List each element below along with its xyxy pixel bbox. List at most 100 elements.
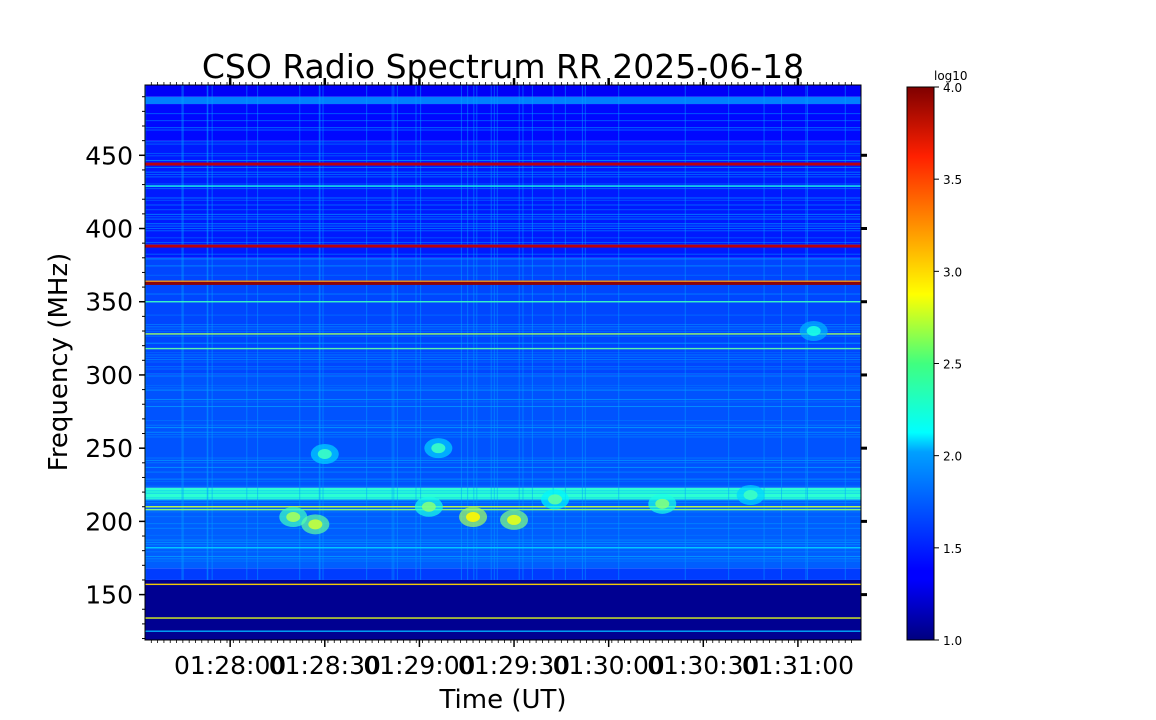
spectrum-band <box>145 85 861 97</box>
spectrum-band <box>145 568 861 580</box>
interference-line <box>145 630 861 632</box>
texture-line <box>145 171 861 173</box>
texture-line <box>145 534 861 536</box>
time-streak <box>552 85 554 580</box>
time-streak <box>393 85 395 580</box>
time-streak <box>844 85 846 580</box>
time-streak <box>299 85 301 580</box>
y-tick-label: 200 <box>85 507 133 536</box>
x-tick-label: 01:30:00 <box>553 651 665 680</box>
burst-core <box>431 443 446 454</box>
interference-line <box>145 547 861 549</box>
colorbar-tick-label: 3.5 <box>943 173 962 187</box>
texture-line <box>145 356 861 358</box>
spectrum-band <box>145 96 861 105</box>
texture-line <box>145 225 861 227</box>
time-streak <box>460 85 462 580</box>
texture-line <box>145 253 861 255</box>
burst-core <box>308 519 323 530</box>
time-streak <box>420 85 422 580</box>
texture-line <box>145 143 861 145</box>
colorbar-label: log10 <box>934 69 968 83</box>
texture-line <box>145 527 861 529</box>
colorbar <box>906 86 935 641</box>
texture-line <box>145 366 861 368</box>
chart-title: CSO Radio Spectrum RR 2025-06-18 <box>202 47 804 86</box>
burst-core <box>655 498 670 509</box>
x-axis-label: Time (UT) <box>438 685 566 715</box>
texture-line <box>145 183 861 185</box>
texture-line <box>145 155 861 157</box>
texture-line <box>145 314 861 316</box>
y-tick-label: 400 <box>85 215 133 244</box>
interference-line <box>145 280 861 282</box>
texture-line <box>145 384 861 386</box>
texture-line <box>145 539 861 541</box>
time-streak <box>207 85 209 580</box>
texture-line <box>145 551 861 553</box>
y-tick-label: 250 <box>85 434 133 463</box>
spectrum-band <box>145 374 861 488</box>
texture-line <box>145 555 861 557</box>
y-tick-label: 150 <box>85 581 133 610</box>
colorbar-tick-label: 2.5 <box>943 358 962 372</box>
x-tick-label: 01:29:00 <box>363 651 475 680</box>
texture-line <box>145 478 861 480</box>
texture-line <box>145 326 861 328</box>
time-streak <box>476 85 478 580</box>
texture-line <box>145 431 861 433</box>
colorbar-tick-label: 1.0 <box>943 634 962 648</box>
spectrogram-plot <box>145 85 861 640</box>
time-streak <box>496 85 498 580</box>
texture-line <box>145 490 861 492</box>
texture-line <box>145 113 861 115</box>
texture-line <box>145 188 861 190</box>
texture-line <box>145 227 861 229</box>
texture-line <box>145 471 861 473</box>
texture-line <box>145 223 861 225</box>
interference-line <box>145 583 861 586</box>
texture-line <box>145 174 861 176</box>
texture-line <box>145 459 861 461</box>
interference-line <box>145 333 861 335</box>
interference-line <box>145 281 861 285</box>
texture-line <box>145 204 861 206</box>
texture-line <box>145 129 861 131</box>
y-axis-label: Frequency (MHz) <box>44 253 74 472</box>
texture-line <box>145 230 861 232</box>
texture-line <box>145 352 861 354</box>
texture-line <box>145 159 861 161</box>
texture-line <box>145 434 861 436</box>
texture-line <box>145 141 861 143</box>
texture-line <box>145 398 861 400</box>
texture-line <box>145 466 861 468</box>
x-tick-label: 01:29:30 <box>458 651 570 680</box>
texture-line <box>145 152 861 154</box>
time-streak <box>396 85 398 580</box>
time-streak <box>415 85 417 580</box>
texture-line <box>145 387 861 389</box>
interference-line <box>145 162 861 166</box>
texture-line <box>145 373 861 375</box>
x-tick-label: 01:30:30 <box>647 651 759 680</box>
texture-line <box>145 541 861 543</box>
texture-line <box>145 218 861 220</box>
time-streak <box>182 85 184 580</box>
texture-line <box>145 480 861 482</box>
texture-line <box>145 197 861 199</box>
y-axis: 150 200 250 300 350 400 450 <box>85 96 867 640</box>
texture-line <box>145 167 861 169</box>
y-tick-label: 350 <box>85 288 133 317</box>
interference-line <box>145 508 861 511</box>
time-streak <box>322 85 324 580</box>
texture-line <box>145 420 861 422</box>
texture-line <box>145 328 861 330</box>
time-streak <box>522 85 524 580</box>
interference-line <box>145 617 861 619</box>
time-streak <box>246 85 248 580</box>
burst-core <box>466 511 481 522</box>
texture-line <box>145 265 861 267</box>
interference-line <box>145 301 861 303</box>
time-streak <box>518 85 520 580</box>
